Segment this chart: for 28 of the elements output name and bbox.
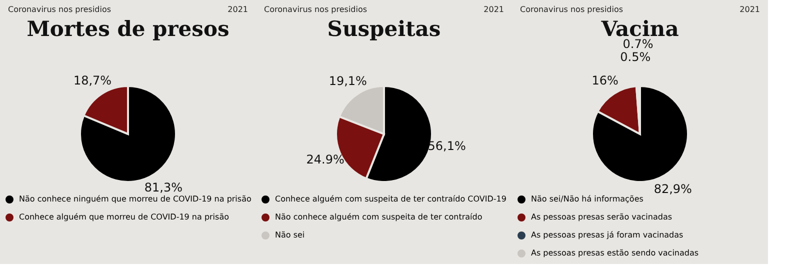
text: 2021 [228, 5, 248, 14]
pie-slice [591, 85, 689, 183]
text: 2021 [484, 5, 504, 14]
text: Coronavirus nos presidios [8, 5, 112, 14]
text: Coronavirus nos presidios [520, 5, 624, 14]
legend-label: Não conhece alguém com suspeita de ter contraído [275, 212, 482, 222]
legend-label: Não conhece ninguém que morreu de COVID-19 na prisão [19, 194, 252, 204]
legend-label: Conhece alguém com suspeita de ter contraído COVID-19 [275, 194, 506, 204]
data-label: 82,9% [654, 182, 692, 196]
legend-label: Conhece alguém que morreu de COVID-19 na prisão [19, 212, 230, 222]
text: 2021 [740, 5, 760, 14]
chart-title: Suspeitas [327, 16, 441, 41]
text: Coronavirus nos presidios [264, 5, 368, 14]
data-label: 24.9% [306, 152, 344, 166]
data-label: 81,3% [144, 180, 183, 194]
data-label: 18,7% [73, 74, 112, 88]
legend-label: As pessoas presas serão vacinadas [531, 212, 672, 222]
chart-title: Mortes de presos [26, 16, 230, 41]
pie-slice [79, 85, 177, 183]
legend-label: As pessoas presas já foram vacinadas [531, 230, 684, 240]
legend-label: Não sei [275, 230, 305, 240]
data-label: 19,1% [328, 74, 367, 88]
data-label: 0.7% [622, 37, 654, 52]
data-label: 0.5% [620, 50, 651, 64]
legend-label: As pessoas presas estão sendo vacinadas [531, 248, 699, 258]
data-label: 56,1% [428, 139, 466, 154]
data-label: 16% [592, 73, 618, 88]
legend-label: Não sei/Não há informações [531, 194, 644, 204]
